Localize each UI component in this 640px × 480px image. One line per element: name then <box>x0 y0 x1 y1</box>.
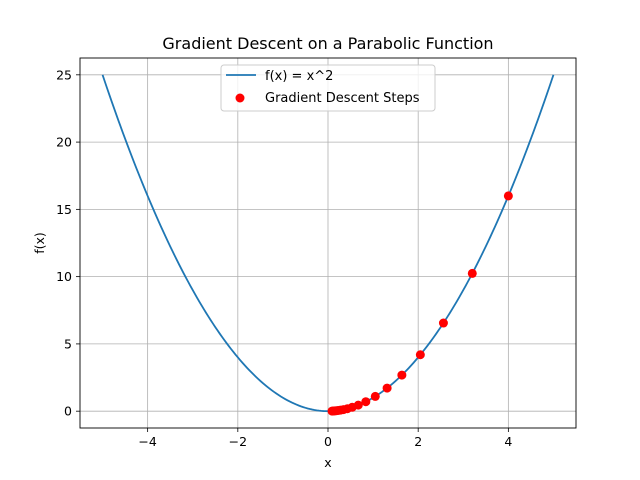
plot-area <box>101 74 555 416</box>
legend-label-line: f(x) = x^2 <box>265 69 333 84</box>
y-axis-label: f(x) <box>32 232 47 254</box>
x-tick-label: 4 <box>504 434 512 449</box>
x-tick-label: 0 <box>324 434 332 449</box>
gradient-step-point <box>327 406 337 416</box>
x-tick-label: −2 <box>229 434 247 449</box>
gradient-step-point <box>361 397 371 407</box>
x-axis-label: x <box>324 455 331 470</box>
legend-label-scatter: Gradient Descent Steps <box>265 91 420 106</box>
legend-scatter-swatch <box>235 93 245 103</box>
y-tick-label: 5 <box>64 336 72 351</box>
chart-title: Gradient Descent on a Parabolic Function <box>162 34 493 53</box>
y-tick-label: 20 <box>56 135 72 150</box>
gradient-step-point <box>382 383 392 393</box>
gradient-step-point <box>503 191 513 201</box>
gradient-step-point <box>370 391 380 401</box>
x-tick-label: −4 <box>138 434 156 449</box>
gradient-step-point <box>467 268 477 278</box>
gradient-step-point <box>397 370 407 380</box>
gradient-step-point <box>415 350 425 360</box>
y-tick-label: 25 <box>56 67 72 82</box>
y-tick-label: 15 <box>56 202 72 217</box>
legend: f(x) = x^2 Gradient Descent Steps <box>220 64 436 112</box>
axis-ticks: −4 −2 0 2 4 0 5 10 15 20 25 <box>56 67 512 449</box>
x-tick-label: 2 <box>414 434 422 449</box>
gradient-step-point <box>438 318 448 328</box>
y-tick-label: 0 <box>64 404 72 419</box>
legend-box <box>220 64 436 112</box>
y-tick-label: 10 <box>56 269 72 284</box>
